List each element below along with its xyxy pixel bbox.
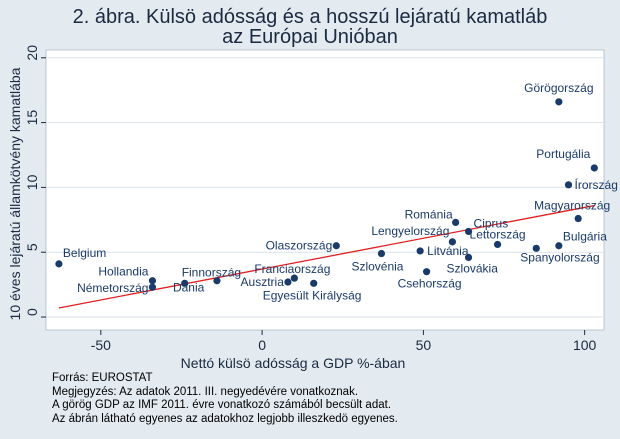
x-axis-label: Nettó külsö adósság a GDP %-ában	[181, 355, 406, 371]
point-label: Finnország	[182, 265, 241, 279]
y-axis-label: 10 éves lejáratú államkötvény kamatlába	[7, 67, 23, 320]
data-point	[574, 214, 582, 223]
data-point	[213, 277, 221, 285]
data-point	[284, 278, 292, 286]
chart-title: 2. ábra. Külsö adósság és a hosszú lejár…	[73, 6, 548, 28]
source-note: Forrás: EUROSTAT	[52, 372, 153, 384]
point-label: Románia	[405, 207, 453, 221]
point-label: Görögország	[524, 81, 593, 95]
point-label: Olaszország	[266, 239, 333, 253]
remark-note-3: Az ábrán látható egyenes az adatokhoz le…	[52, 412, 398, 425]
point-label: Franciaország	[254, 262, 330, 276]
point-label: Portugália	[536, 147, 590, 161]
data-point	[555, 242, 563, 250]
data-point	[423, 268, 431, 276]
y-tick-label: 10	[24, 174, 40, 190]
y-tick-label: 15	[24, 110, 40, 126]
point-label: Németország	[77, 281, 148, 295]
data-point	[332, 242, 340, 250]
x-tick-label: 50	[416, 337, 432, 353]
data-point	[464, 227, 473, 236]
data-point	[564, 181, 573, 189]
plot-area	[45, 49, 605, 331]
point-label: Ausztria	[241, 275, 285, 289]
y-tick-label: 20	[24, 45, 40, 61]
data-point	[555, 98, 563, 106]
data-point	[532, 244, 540, 252]
data-point	[416, 247, 424, 255]
data-point	[148, 283, 157, 291]
point-label: Szlovákia	[447, 261, 499, 275]
data-point	[452, 218, 460, 227]
notes-block: Forrás: EUROSTAT Megjegyzés: Az adatok 2…	[52, 372, 398, 426]
data-point	[590, 164, 598, 172]
data-point	[448, 238, 457, 246]
point-label: Szlovénia	[351, 260, 403, 274]
x-tick-label: -50	[91, 337, 111, 353]
point-label: Litvánia	[427, 244, 469, 258]
point-label: Bulgária	[563, 230, 607, 244]
point-label: Belgium	[63, 246, 106, 260]
data-point	[181, 279, 189, 287]
y-tick-label: 5	[24, 243, 40, 251]
point-label: Magyarország	[534, 199, 610, 213]
x-tick-label: 0	[258, 337, 266, 353]
point-label: Ciprus	[474, 216, 509, 230]
data-point	[148, 277, 157, 285]
point-label: Lengyelország	[371, 224, 449, 238]
data-point	[55, 260, 63, 268]
remark-note-2: A görög GDP az IMF 2011. évre vonatkozó …	[52, 399, 392, 411]
data-point	[464, 253, 473, 262]
data-point	[493, 240, 502, 249]
fit-line	[58, 204, 595, 309]
point-label: Lettország	[470, 227, 526, 241]
point-label: Csehország	[398, 277, 462, 291]
chart-subtitle: az Európai Unióban	[222, 26, 398, 48]
data-point	[310, 279, 318, 287]
data-point	[377, 249, 386, 258]
point-label: Spanyolország	[520, 250, 599, 264]
remark-note-1: Megjegyzés: Az adatok 2011. III. negyedé…	[52, 385, 359, 398]
point-label: Írország	[575, 177, 618, 192]
y-tick-label: 0	[24, 308, 40, 316]
x-tick-label: 100	[573, 337, 597, 353]
point-label: Dánia	[173, 281, 205, 295]
data-point	[290, 274, 298, 282]
point-label: Egyesült Királyság	[263, 288, 362, 302]
point-label: Hollandia	[98, 265, 148, 279]
